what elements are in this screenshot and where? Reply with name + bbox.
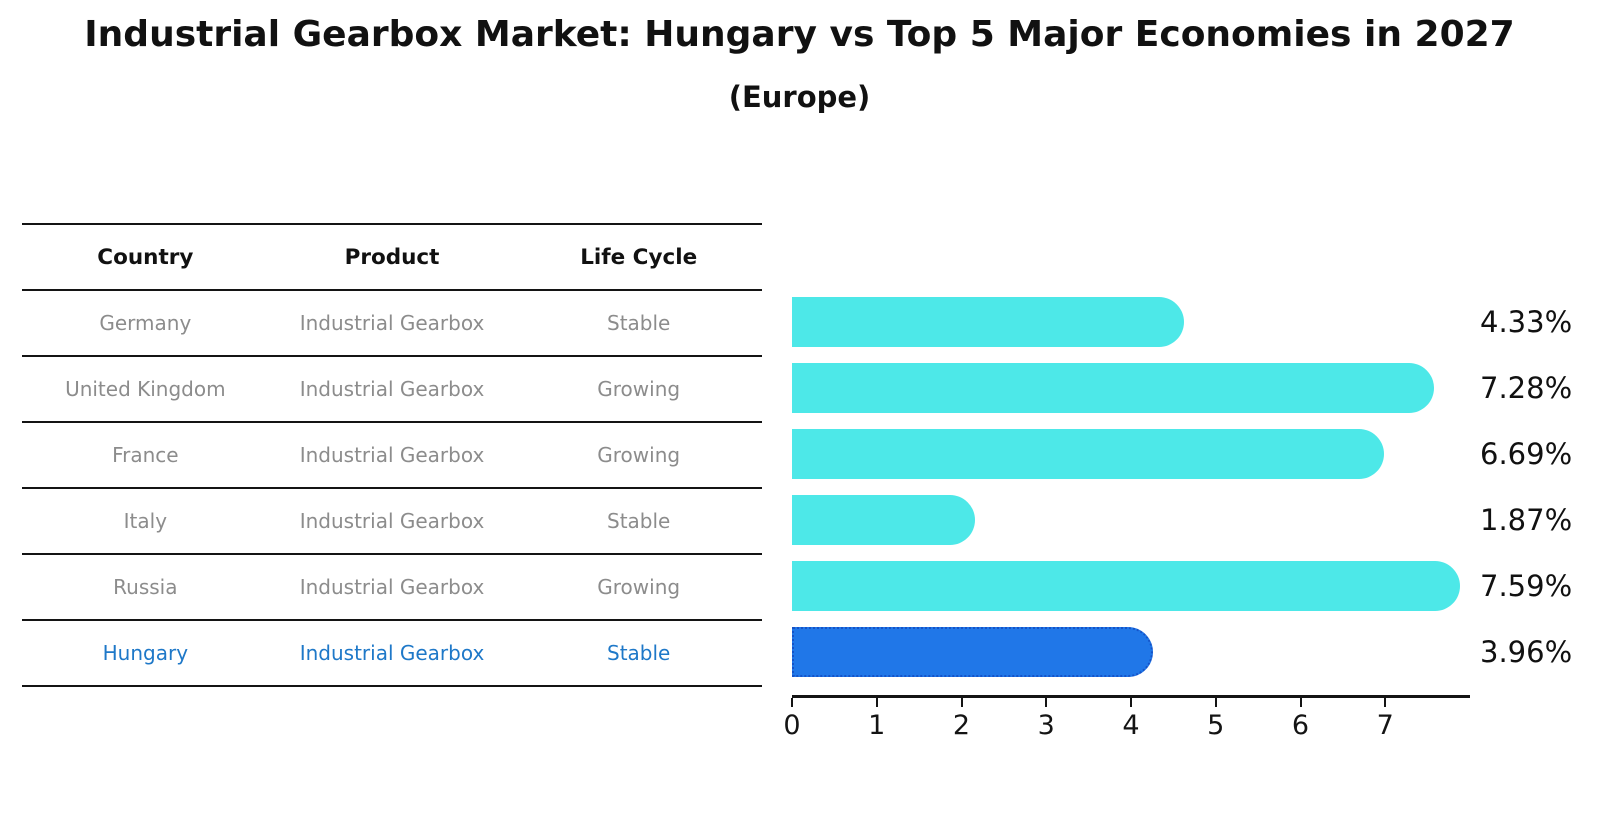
table-cell-life-cycle: Growing — [597, 443, 681, 467]
table-cell-life-cycle: Growing — [597, 377, 681, 401]
table-cell-life-cycle: Stable — [607, 641, 671, 665]
x-axis-tick — [1045, 698, 1048, 707]
table-cell-country: Italy — [123, 509, 168, 533]
table-cell-product: Industrial Gearbox — [299, 443, 485, 467]
x-axis-tick — [1299, 698, 1302, 707]
bar-value-label: 7.28% — [1480, 371, 1573, 405]
table-row: United Kingdom Industrial Gearbox Growing — [22, 357, 762, 423]
bar-russia — [792, 561, 1461, 611]
column-header-life-cycle: Life Cycle — [580, 244, 698, 270]
bar-france — [792, 429, 1384, 479]
x-axis-tick-label: 2 — [952, 710, 971, 741]
table-cell-product: Industrial Gearbox — [299, 509, 485, 533]
x-axis-tick-label: 5 — [1207, 710, 1225, 741]
x-axis-tick — [791, 698, 793, 707]
x-axis-tick-label: 1 — [868, 710, 886, 741]
table-cell-product: Industrial Gearbox — [299, 575, 485, 599]
bar-value-label: 6.69% — [1480, 437, 1573, 471]
x-axis-tick — [1384, 698, 1387, 707]
table-cell-product: Industrial Gearbox — [299, 641, 485, 665]
column-header-product: Product — [344, 244, 440, 270]
table-cell-life-cycle: Growing — [597, 575, 681, 599]
table-cell-life-cycle: Stable — [607, 509, 671, 533]
table-cell-country: Hungary — [102, 641, 189, 665]
table-row: Italy Industrial Gearbox Stable — [22, 489, 762, 555]
table-body: Germany Industrial Gearbox Stable United Ki… — [22, 291, 762, 687]
bar-hungary — [792, 627, 1153, 677]
chart-title: Industrial Gearbox Market: Hungary vs To… — [84, 14, 1515, 55]
table-header-row: Country Product Life Cycle — [22, 223, 762, 291]
bar-germany — [792, 297, 1184, 347]
x-axis-tick — [1214, 698, 1217, 707]
table-cell-product: Industrial Gearbox — [299, 311, 485, 335]
table-row: Russia Industrial Gearbox Growing — [22, 555, 762, 621]
data-table: Country Product Life Cycle Germany Indust… — [22, 223, 762, 687]
table-row: Hungary Industrial Gearbox Stable — [22, 621, 762, 687]
bar-value-label: 7.59% — [1480, 569, 1573, 603]
table-cell-country: France — [112, 443, 179, 467]
chart-subtitle: (Europe) — [728, 80, 871, 114]
table-cell-country: United Kingdom — [65, 377, 226, 401]
bar-value-label: 3.96% — [1480, 635, 1573, 669]
x-axis-tick-label: 4 — [1122, 710, 1140, 741]
x-axis-tick-label: 3 — [1037, 710, 1055, 741]
x-axis-tick-label: 0 — [783, 710, 801, 741]
bar-united-kingdom — [792, 363, 1434, 413]
x-axis-tick-label: 7 — [1376, 710, 1394, 741]
table-cell-country: Germany — [99, 311, 192, 335]
table-cell-product: Industrial Gearbox — [299, 377, 485, 401]
x-axis-tick — [1130, 698, 1132, 707]
x-axis-line — [792, 695, 1470, 698]
bar-value-label: 1.87% — [1480, 503, 1573, 537]
bar-italy — [792, 495, 976, 545]
table-cell-country: Russia — [113, 575, 178, 599]
x-axis-tick — [960, 698, 963, 707]
x-axis-tick — [875, 698, 878, 707]
x-axis-tick-label: 6 — [1291, 710, 1310, 741]
bar-value-label: 4.33% — [1480, 305, 1573, 339]
table-cell-life-cycle: Stable — [607, 311, 671, 335]
table-row: Germany Industrial Gearbox Stable — [22, 291, 762, 357]
table-row: France Industrial Gearbox Growing — [22, 423, 762, 489]
column-header-country: Country — [97, 244, 194, 270]
